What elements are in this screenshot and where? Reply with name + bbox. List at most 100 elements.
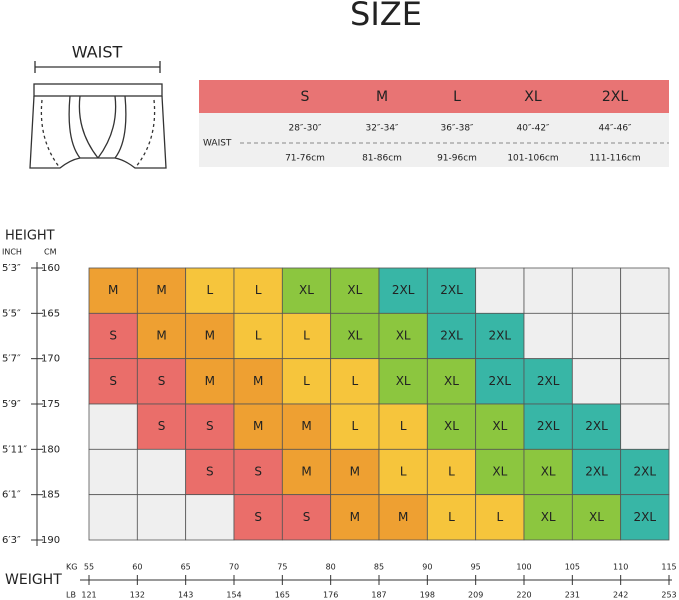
cm-range: 91-96cm <box>437 154 477 164</box>
size-label: XL <box>541 465 556 479</box>
size-label: M <box>253 374 263 388</box>
cm-label: CM <box>44 248 57 257</box>
size-label: S <box>303 510 311 524</box>
height-cm: 185 <box>41 490 60 501</box>
size-label: 2XL <box>537 419 560 433</box>
cm-range: 71-76cm <box>285 154 325 164</box>
grid-cell <box>426 358 477 405</box>
height-title: HEIGHT <box>5 229 55 244</box>
size-label: L <box>400 419 407 433</box>
weight-lb: 253 <box>661 591 676 600</box>
size-label: XL <box>347 329 362 343</box>
grid-cell <box>426 267 477 314</box>
size-label: M <box>350 510 360 524</box>
size-label: XL <box>444 374 459 388</box>
inch-range: 44″-46″ <box>599 124 633 134</box>
size-label: 2XL <box>392 283 415 297</box>
weight-lb: 154 <box>226 591 241 600</box>
size-label: L <box>496 510 503 524</box>
size-header: S <box>301 89 310 105</box>
cm-range: 111-116cm <box>589 154 640 164</box>
weight-kg: 60 <box>132 563 142 572</box>
grid-cell <box>88 358 138 405</box>
weight-lb: 143 <box>178 591 193 600</box>
grid-cell <box>571 267 622 314</box>
size-label: L <box>303 329 310 343</box>
size-label: XL <box>396 329 411 343</box>
size-label: 2XL <box>440 329 463 343</box>
height-inch: 6′3″ <box>2 535 21 546</box>
grid-cell <box>330 267 380 314</box>
size-label: L <box>400 465 407 479</box>
size-label: M <box>398 510 408 524</box>
size-label: M <box>301 419 311 433</box>
height-inch: 5′11″ <box>2 444 27 455</box>
grid-cell <box>475 494 525 541</box>
size-label: 2XL <box>634 465 657 479</box>
grid-cell <box>378 494 428 541</box>
height-inch: 5′5″ <box>2 308 21 319</box>
height-cm: 180 <box>41 444 60 455</box>
size-label: L <box>351 419 358 433</box>
grid-cell <box>233 494 283 541</box>
grid-cell <box>523 448 573 496</box>
grid-cell <box>88 267 138 314</box>
grid-cell <box>378 312 428 360</box>
grid-cell <box>233 267 283 314</box>
grid-cell <box>330 312 380 360</box>
size-label: L <box>206 283 213 297</box>
weight-kg: 85 <box>374 563 384 572</box>
grid-cell <box>475 358 525 405</box>
weight-lb: 220 <box>516 591 531 600</box>
size-label: 2XL <box>585 465 608 479</box>
size-label: L <box>351 374 358 388</box>
grid-cell <box>523 267 573 314</box>
grid-cell <box>571 312 622 360</box>
height-inch: 6′1″ <box>2 490 21 501</box>
weight-kg: 95 <box>471 563 481 572</box>
size-label: L <box>448 510 455 524</box>
weight-lb: 176 <box>323 591 338 600</box>
grid-cell <box>620 267 670 314</box>
grid-cell <box>426 312 477 360</box>
size-label: M <box>156 283 166 297</box>
size-label: S <box>206 419 214 433</box>
height-inch: 5′7″ <box>2 354 21 365</box>
weight-lb: 121 <box>81 591 96 600</box>
grid-cell <box>523 494 573 541</box>
grid-cell <box>475 403 525 450</box>
grid-cell <box>620 403 670 450</box>
size-label: 2XL <box>489 374 512 388</box>
size-label: S <box>158 374 166 388</box>
size-label: S <box>158 419 166 433</box>
lb-label: LB <box>66 591 76 600</box>
underwear-icon <box>29 61 167 169</box>
size-label: XL <box>299 283 314 297</box>
grid-cell <box>88 494 138 541</box>
waist-label: WAIST <box>72 43 123 62</box>
grid-cell <box>88 403 138 450</box>
waist-row-label: WAIST <box>203 139 232 149</box>
grid-cell <box>475 448 525 496</box>
grid-cell <box>426 494 477 541</box>
height-cm: 175 <box>41 399 60 410</box>
weight-lb: 242 <box>613 591 628 600</box>
grid-cell <box>620 358 670 405</box>
weight-lb: 165 <box>275 591 290 600</box>
size-header: L <box>453 89 461 105</box>
size-label: S <box>206 465 214 479</box>
grid-cell <box>475 267 525 314</box>
cm-range: 101-106cm <box>507 154 558 164</box>
grid-cell <box>136 448 187 496</box>
weight-lb: 231 <box>565 591 580 600</box>
grid-cell <box>330 448 380 496</box>
grid-cell <box>523 312 573 360</box>
grid-cell <box>620 448 670 496</box>
height-cm: 170 <box>41 354 60 365</box>
kg-label: KG <box>66 563 77 572</box>
weight-kg: 110 <box>613 563 628 572</box>
grid-cell <box>185 403 235 450</box>
height-inch: 5′9″ <box>2 399 21 410</box>
grid-cell <box>281 494 332 541</box>
